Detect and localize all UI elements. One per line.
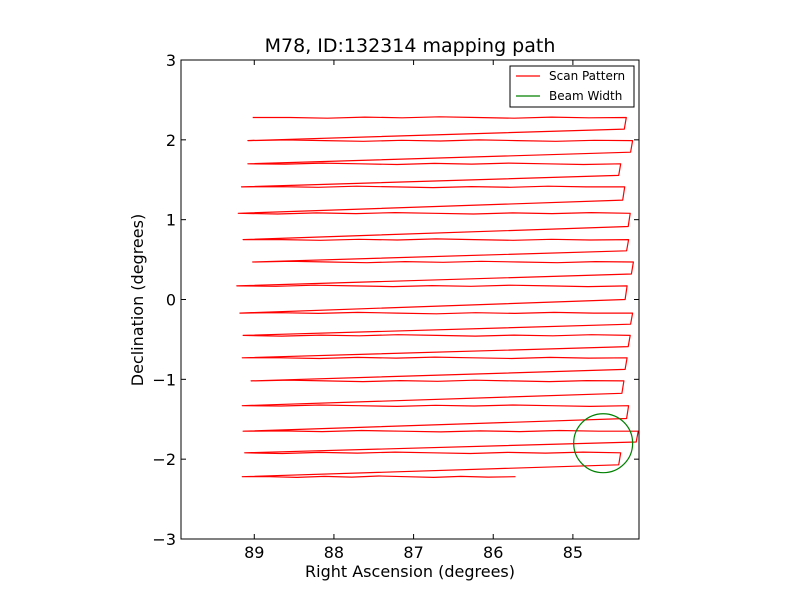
y-tick-label: 3 (166, 51, 176, 70)
x-axis-ticks: 89 88 87 86 85 (244, 60, 583, 562)
legend-box (509, 65, 635, 108)
y-tick-label: −2 (152, 450, 176, 469)
legend-label-scan-pattern: Scan Pattern (549, 69, 625, 83)
x-tick-label: 86 (483, 543, 503, 562)
y-axis-label: Declination (degrees) (128, 214, 147, 386)
scan-pattern-series (236, 116, 639, 478)
y-axis-ticks: 3 2 1 0 −1 −2 −3 (152, 51, 639, 549)
y-tick-label: 1 (166, 211, 176, 230)
beam-width-circle (573, 413, 634, 474)
legend: Scan Pattern Beam Width (509, 65, 635, 108)
legend-label-beam-width: Beam Width (549, 89, 622, 103)
y-tick-label: 0 (166, 291, 176, 310)
x-axis-label: Right Ascension (degrees) (305, 562, 515, 581)
chart-title: M78, ID:132314 mapping path (265, 35, 556, 57)
y-tick-label: 2 (166, 131, 176, 150)
scan-pattern-line (236, 116, 639, 478)
y-tick-label: −3 (152, 530, 176, 549)
x-tick-label: 89 (244, 543, 264, 562)
x-tick-label: 87 (403, 543, 423, 562)
x-tick-label: 85 (563, 543, 583, 562)
x-tick-label: 88 (324, 543, 344, 562)
y-tick-label: −1 (152, 370, 176, 389)
beam-width-series (573, 413, 634, 474)
